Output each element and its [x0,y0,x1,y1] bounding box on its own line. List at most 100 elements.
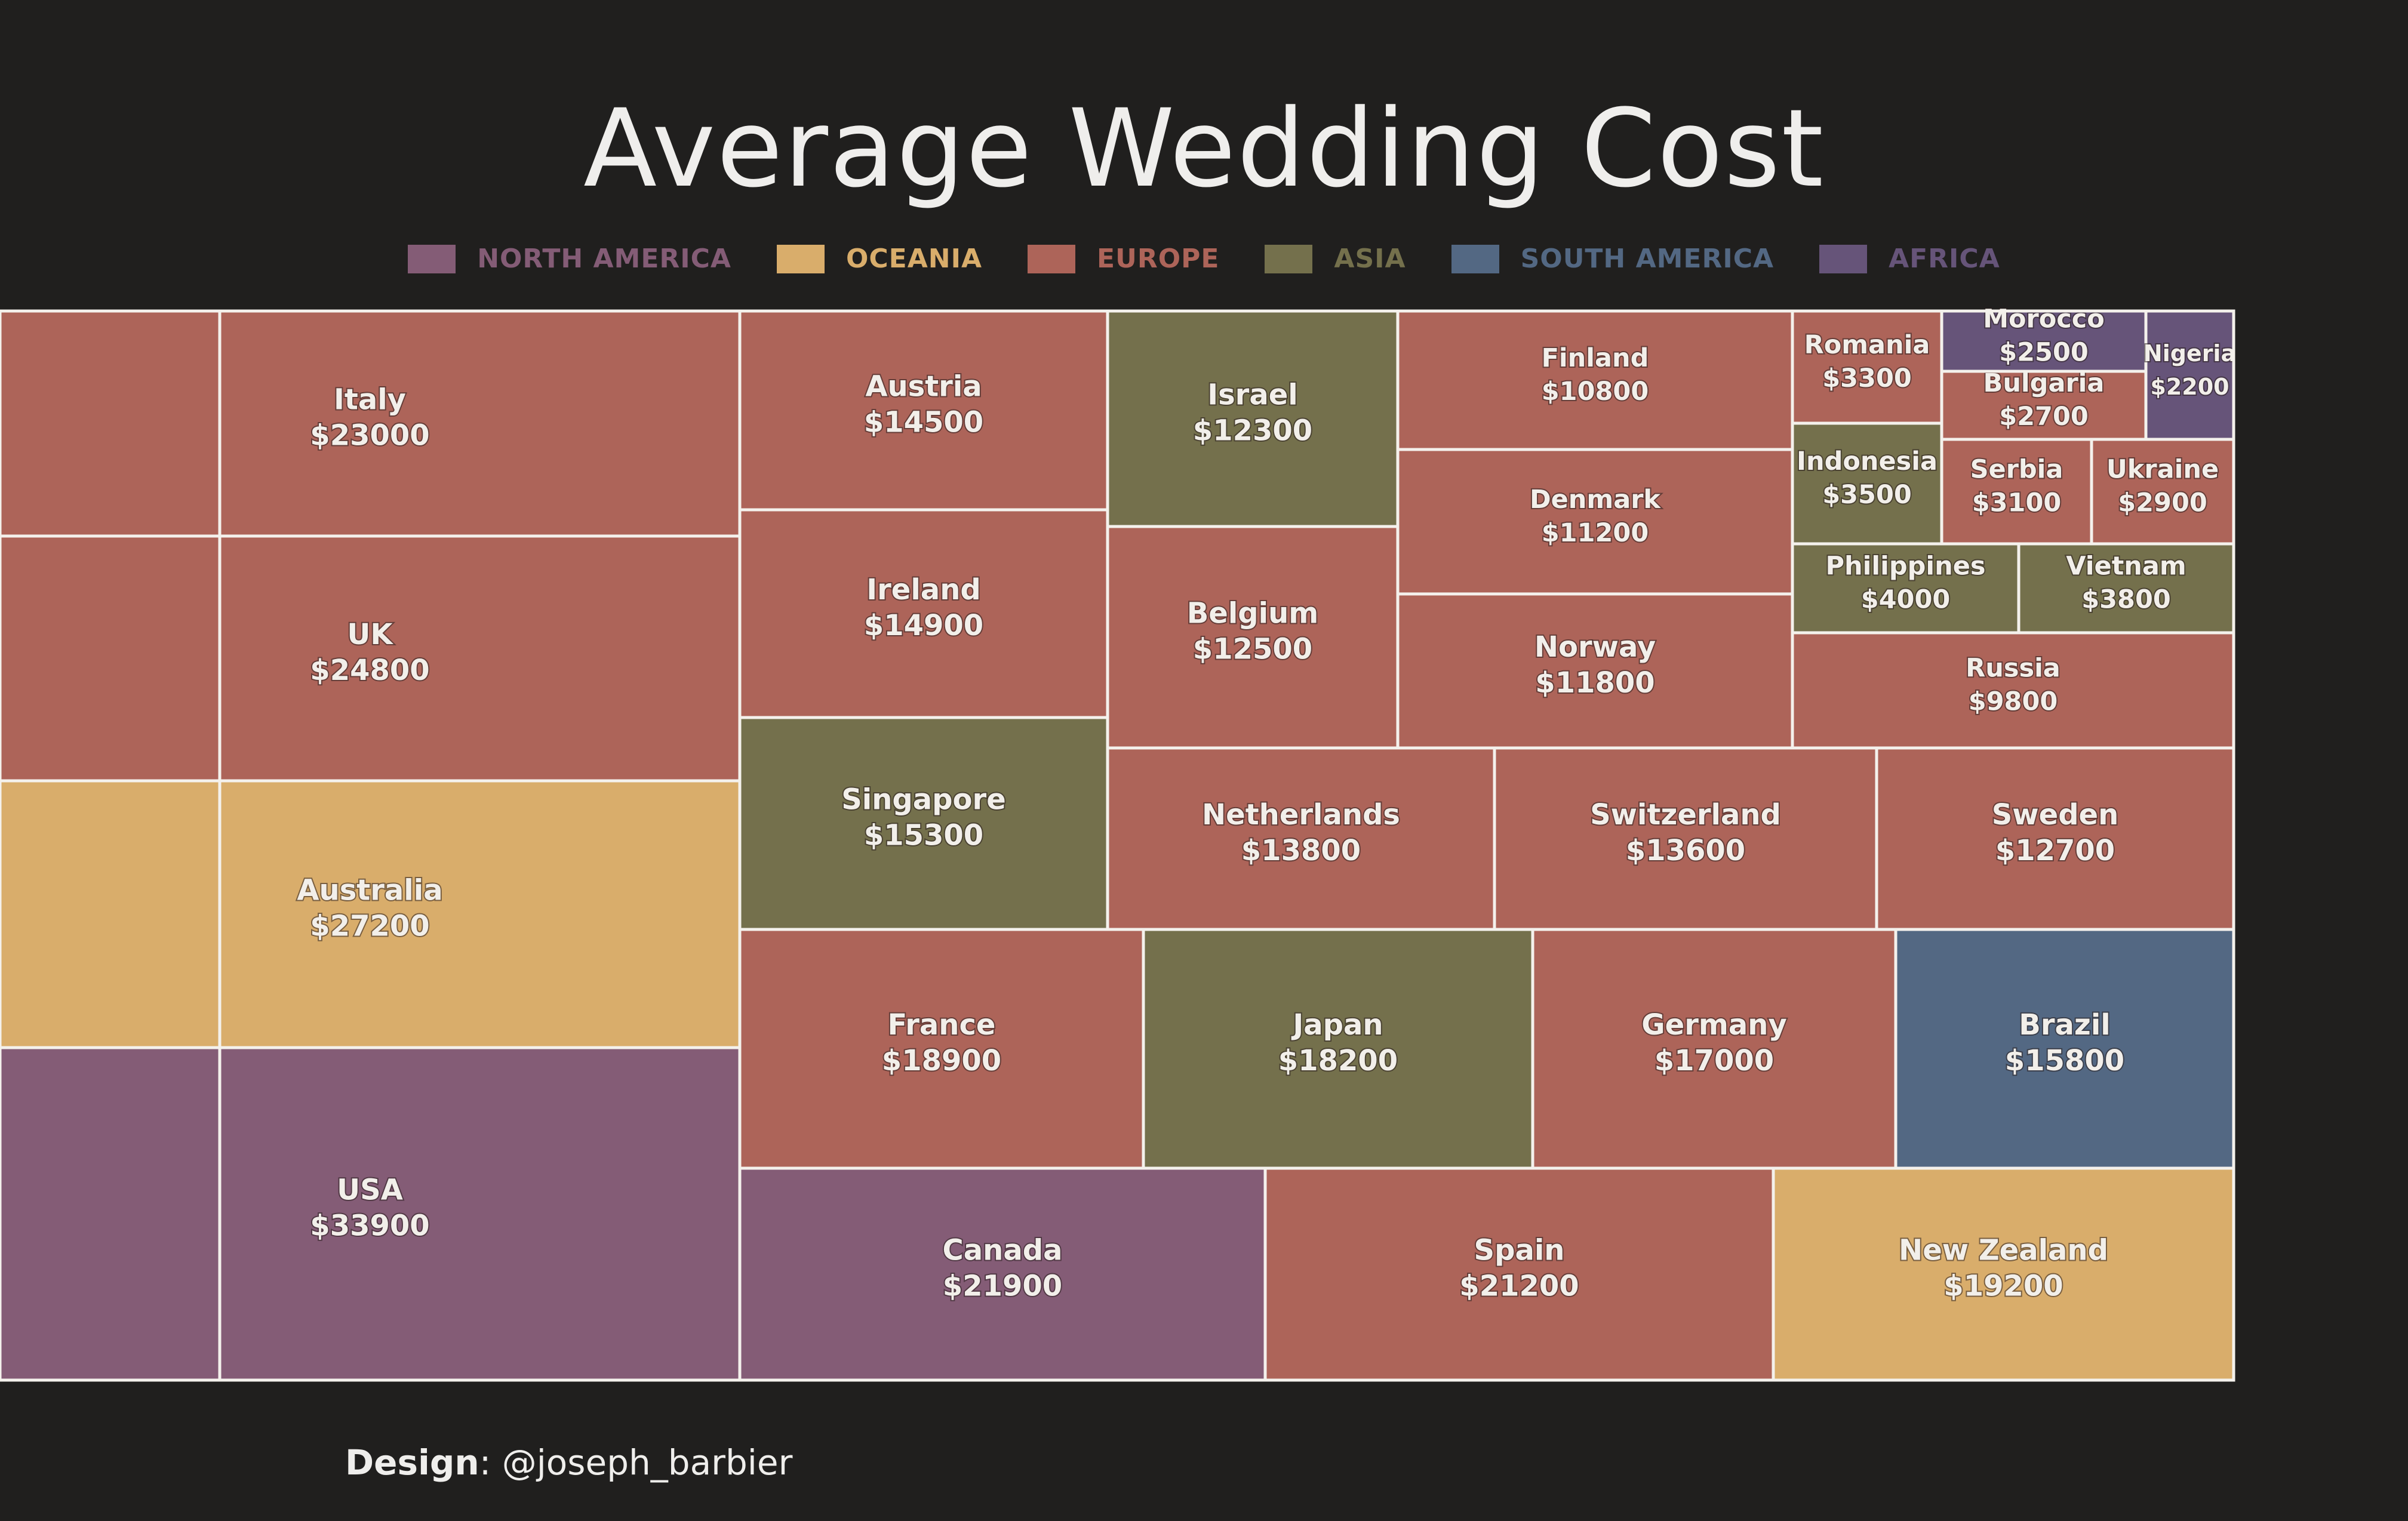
cell-country-label: Finland [1542,343,1649,373]
cell-value-label: $27200 [310,909,429,943]
cell-country-label: Ireland [866,573,980,606]
treemap-cell: UK$24800 [0,534,742,783]
treemap-cell: Netherlands$13800 [1106,746,1496,931]
treemap-cell: Germany$17000 [1531,928,1898,1170]
cell-country-label: Japan [1291,1008,1383,1042]
treemap-rect [1875,746,2235,931]
cell-value-label: $23000 [310,418,429,452]
cell-value-label: $13600 [1626,834,1745,867]
legend-label: OCEANIA [845,244,983,274]
cell-country-label: New Zealand [1899,1233,2108,1267]
treemap-rect [738,716,1109,931]
cell-value-label: $15800 [2005,1044,2124,1077]
legend-swatch [1028,244,1076,273]
legend-label: AFRICA [1889,244,2000,274]
cell-country-label: Ukraine [2106,455,2219,485]
treemap-rect [738,928,1145,1170]
design-credit: Design: @joseph_barbier [345,1442,792,1483]
cell-value-label: $14500 [864,405,983,439]
treemap-cell: New Zealand$19200 [1772,1166,2235,1382]
cell-value-label: $33900 [310,1209,429,1242]
cell-value-label: $2200 [2150,374,2229,400]
legend-item: OCEANIA [776,244,983,274]
treemap-cell: Philippines $4000 [1791,542,2020,635]
cell-value-label: $3300 [1822,364,1912,393]
treemap-cell: Italy$23000 [0,309,742,538]
treemap-cell: Romania $3300 [1791,309,1943,425]
treemap-rect [738,309,1109,512]
credit-separator: : [479,1442,491,1483]
treemap-rect [1791,631,2235,750]
cell-value-label: $4000 [1861,585,1951,615]
treemap-rect [1894,928,2235,1170]
cell-country-label: Italy [334,383,406,416]
cell-value-label: $21900 [943,1269,1062,1303]
cell-country-label: Spain [1474,1233,1565,1267]
cell-value-label: $10800 [1542,377,1649,407]
cell-country-label: Morocco [1983,304,2105,334]
treemap-cell: Spain$21200 [1263,1166,1775,1382]
cell-country-label: Brazil [2019,1008,2111,1042]
cell-value-label: $24800 [310,654,429,687]
cell-value-label: $21200 [1459,1269,1579,1303]
cell-value-label: $3800 [2081,585,2171,615]
treemap-rect [1106,525,1400,750]
treemap-rect [1531,928,1898,1170]
cell-value-label: $11200 [1542,518,1649,548]
cell-country-label: Canada [943,1233,1063,1267]
treemap-rect [1142,928,1534,1170]
cell-value-label: $12300 [1193,414,1312,447]
treemap-cell: Indonesia $3500 [1791,421,1943,546]
treemap-cell: Russia $9800 [1791,631,2235,750]
legend-item: EUROPE [1028,244,1219,274]
legend-swatch [1265,244,1313,273]
cell-country-label: UK [347,618,393,651]
cell-country-label: Sweden [1992,798,2119,832]
cell-country-label: Netherlands [1202,798,1400,832]
legend-swatch [776,244,825,273]
cell-value-label: $3100 [1972,488,2062,518]
cell-country-label: Switzerland [1590,798,1781,832]
cell-value-label: $18900 [882,1044,1001,1077]
treemap-cell: Switzerland$13600 [1493,746,1878,931]
legend-item: NORTH AMERICA [408,244,731,274]
cell-country-label: Indonesia [1797,447,1938,476]
treemap-rect [738,1166,1267,1382]
cell-country-label: USA [337,1173,403,1206]
legend-label: ASIA [1334,244,1406,274]
cell-value-label: $12500 [1193,632,1312,666]
legend-label: NORTH AMERICA [477,244,731,274]
cell-value-label: $14900 [864,609,983,642]
treemap-rect [1263,1166,1775,1382]
treemap-rect [0,309,742,538]
cell-country-label: Philippines [1825,552,1985,581]
credit-label: Design [345,1442,479,1483]
legend-swatch [408,244,456,273]
treemap-rect [2017,542,2235,635]
treemap-cell: Nigeria $2200 [2142,309,2237,441]
legend-swatch [1819,244,1868,273]
treemap-cell: Sweden$12700 [1875,746,2235,931]
cell-country-label: Nigeria [2143,340,2236,367]
cell-value-label: $2900 [2118,488,2207,518]
treemap-rect [2090,438,2235,546]
treemap-rect [1791,309,1943,425]
treemap-rect [0,779,742,1049]
treemap-cell: Serbia$3100 [1940,438,2093,546]
cell-value-label: $19200 [1943,1269,2063,1303]
legend-item: SOUTH AMERICA [1451,244,1774,274]
cell-value-label: $3500 [1822,480,1912,510]
cell-value-label: $2700 [1999,402,2089,432]
legend-swatch [1451,244,1499,273]
cell-country-label: Singapore [841,783,1006,816]
credit-handle: @joseph_barbier [502,1442,793,1483]
cell-country-label: Romania [1804,330,1930,360]
cell-country-label: Serbia [1970,455,2063,485]
treemap-cell: Singapore$15300 [738,716,1109,931]
cell-value-label: $13800 [1241,834,1361,867]
cell-country-label: Bulgaria [1983,368,2105,398]
legend-item: AFRICA [1819,244,2000,274]
cell-value-label: $18200 [1278,1044,1398,1077]
cell-value-label: $2500 [1999,338,2089,368]
